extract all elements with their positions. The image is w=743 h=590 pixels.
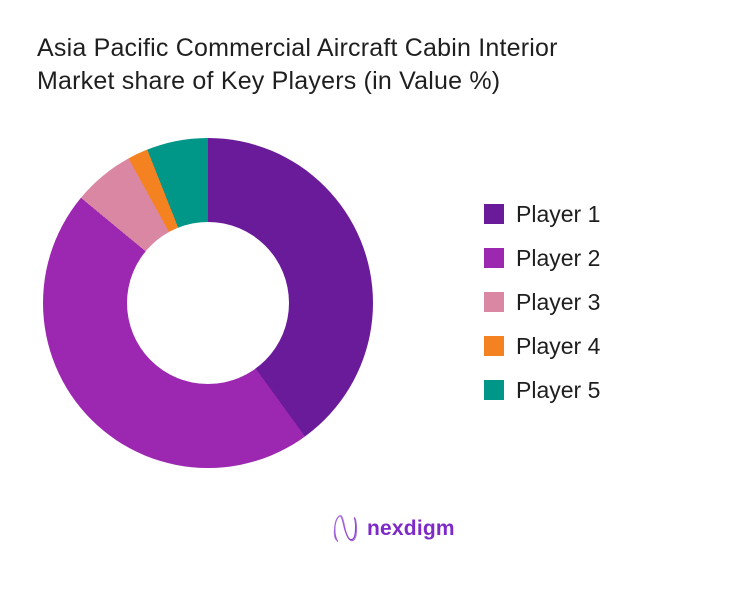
wave-icon <box>330 512 360 546</box>
legend-swatch <box>484 204 504 224</box>
legend-swatch <box>484 248 504 268</box>
legend-label: Player 1 <box>516 200 601 227</box>
legend-label: Player 5 <box>516 376 601 403</box>
legend-label: Player 3 <box>516 288 601 315</box>
donut-chart <box>43 138 373 468</box>
logo-text: nexdigm <box>367 517 455 540</box>
chart-title: Asia Pacific Commercial Aircraft Cabin I… <box>37 32 558 98</box>
legend-item-player-4: Player 4 <box>484 333 600 359</box>
legend-item-player-5: Player 5 <box>484 377 600 403</box>
legend-label: Player 2 <box>516 244 601 271</box>
donut-hole <box>127 222 289 384</box>
legend-item-player-3: Player 3 <box>484 289 600 315</box>
chart-legend: Player 1 Player 2 Player 3 Player 4 Play… <box>484 201 600 403</box>
legend-item-player-1: Player 1 <box>484 201 600 227</box>
nexdigm-logo: nexdigm <box>330 512 455 546</box>
legend-swatch <box>484 292 504 312</box>
chart-title-line-1: Asia Pacific Commercial Aircraft Cabin I… <box>37 34 558 62</box>
legend-swatch <box>484 380 504 400</box>
legend-swatch <box>484 336 504 356</box>
legend-item-player-2: Player 2 <box>484 245 600 271</box>
chart-title-line-2: Market share of Key Players (in Value %) <box>37 67 501 95</box>
legend-label: Player 4 <box>516 332 601 359</box>
